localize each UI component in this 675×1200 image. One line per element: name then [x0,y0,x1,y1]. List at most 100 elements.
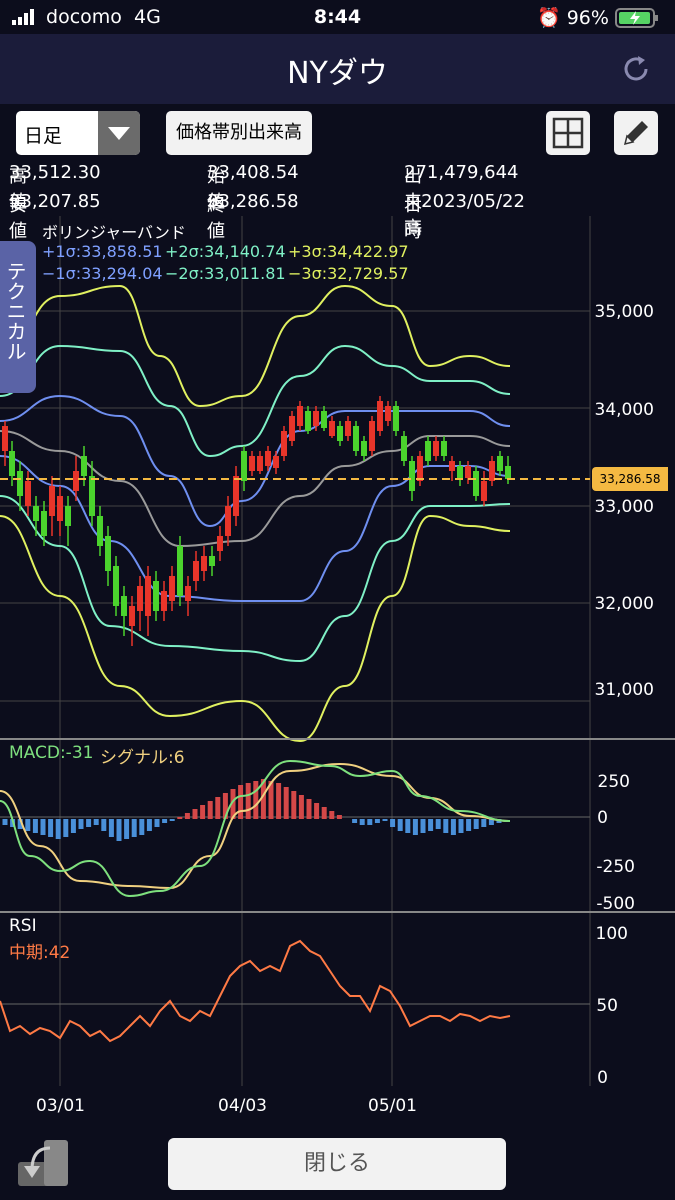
macd-histogram-bar [435,819,441,829]
bollinger-plus3-line [0,284,511,408]
technical-tab[interactable]: テクニカル [0,241,36,393]
macd-histogram-bar [124,819,130,839]
macd-histogram-bar [382,819,388,821]
candle-body [393,406,399,431]
price-axis-label: 31,000 [594,680,654,700]
back-icon[interactable] [14,1134,70,1190]
bottom-bar: 閉じる [0,1128,675,1200]
alarm-icon: ⏰ [537,7,561,29]
chart-area[interactable] [0,216,675,1126]
candle-body [401,436,407,461]
macd-histogram-bar [63,819,69,837]
macd-histogram-bar [2,819,8,825]
macd-histogram-bar [336,815,342,819]
candle-body [353,426,359,451]
candle-body [273,456,279,468]
candle-body [417,456,423,481]
candle-body [425,441,431,461]
candle-body [185,586,191,601]
candle-body [9,451,15,476]
macd-histogram-bar [215,797,221,819]
macd-histogram-bar [298,795,304,819]
bollinger-minus3-line [0,514,511,743]
macd-histogram-bar [169,819,175,821]
candle-body [113,566,119,606]
macd-histogram-bar [230,789,236,819]
bollinger-plus1: +1σ:33,858.51 [42,242,163,261]
macd-histogram-bar [146,819,152,831]
candle-body [489,461,495,481]
rsi-period-label: 中期:42 [9,943,71,963]
quote-info: 高値 33,512.30 始値 33,408.54 出来高 271,479,64… [9,162,525,242]
macd-histogram-bar [405,819,411,833]
candle-body [121,596,127,616]
candle-body [89,476,95,516]
status-bar: docomo 4G 8:44 ⏰ 96% [0,0,675,34]
candle-body [129,606,135,626]
macd-axis-label: 0 [597,808,608,828]
rsi-line [0,939,511,1043]
macd-histogram-bar [192,809,198,819]
x-axis-label: 04/03 [218,1096,267,1116]
macd-axis-label: -250 [596,857,635,877]
macd-histogram-bar [154,819,160,827]
bollinger-minus2: −2σ:33,011.81 [165,264,286,283]
candle-body [161,591,167,611]
volume-by-price-button[interactable]: 価格帯別出来高 [166,111,312,155]
macd-histogram-bar [101,819,107,831]
candle-body [137,586,143,611]
candle-body [305,411,311,431]
macd-histogram-bar [428,819,434,831]
macd-histogram-bar [48,819,54,837]
macd-histogram-bar [283,787,289,819]
technical-tab-label: テクニカル [3,261,27,361]
pencil-icon[interactable] [614,111,658,155]
grid-icon[interactable] [546,111,590,155]
current-price-tag: 33,286.58 [592,467,668,491]
bollinger-middle-line [0,430,511,548]
candle-body [497,456,503,471]
candle-body [233,476,239,516]
candle-body [385,406,391,421]
price-axis-label: 34,000 [594,400,654,420]
macd-histogram-bar [253,781,259,819]
candle-body [505,466,511,479]
candle-body [201,556,207,571]
price-axis-label: 35,000 [594,302,654,322]
refresh-icon[interactable] [619,52,653,86]
rsi-axis-label: 100 [595,924,628,944]
macd-histogram-bar [276,783,282,819]
candle-body [209,556,215,566]
macd-histogram-bar [352,819,358,823]
candle-body [169,576,175,601]
bollinger-plus2: +2σ:34,140.74 [165,242,286,261]
candle-body [49,486,55,516]
bollinger-plus3: +3σ:34,422.97 [288,242,409,261]
battery-percent: 96% [566,7,609,29]
toolbar: 日足 価格帯別出来高 [0,104,675,162]
macd-histogram-bar [397,819,403,831]
candle-body [81,456,87,476]
rsi-axis-label: 0 [597,1068,608,1088]
macd-histogram-bar [17,819,23,829]
candle-body [369,421,375,451]
period-selected: 日足 [24,125,63,147]
rsi-title: RSI [9,916,37,936]
candle-body [257,456,263,471]
macd-histogram-bar [481,819,487,827]
macd-histogram-bar [108,819,114,837]
candle-body [441,441,447,456]
period-dropdown[interactable]: 日足 [16,111,140,155]
candle-body [193,561,199,581]
candle-body [481,481,487,501]
close-button[interactable]: 閉じる [168,1138,506,1190]
macd-histogram-bar [139,819,145,835]
macd-histogram-bar [412,819,418,835]
candle-body [177,546,183,596]
macd-histogram-bar [200,805,206,819]
macd-signal-label: シグナル:6 [100,748,185,768]
candle-body [57,496,63,521]
signal-icon [12,9,34,25]
macd-histogram-bar [374,819,380,823]
bollinger-minus1: −1σ:33,294.04 [42,264,163,283]
